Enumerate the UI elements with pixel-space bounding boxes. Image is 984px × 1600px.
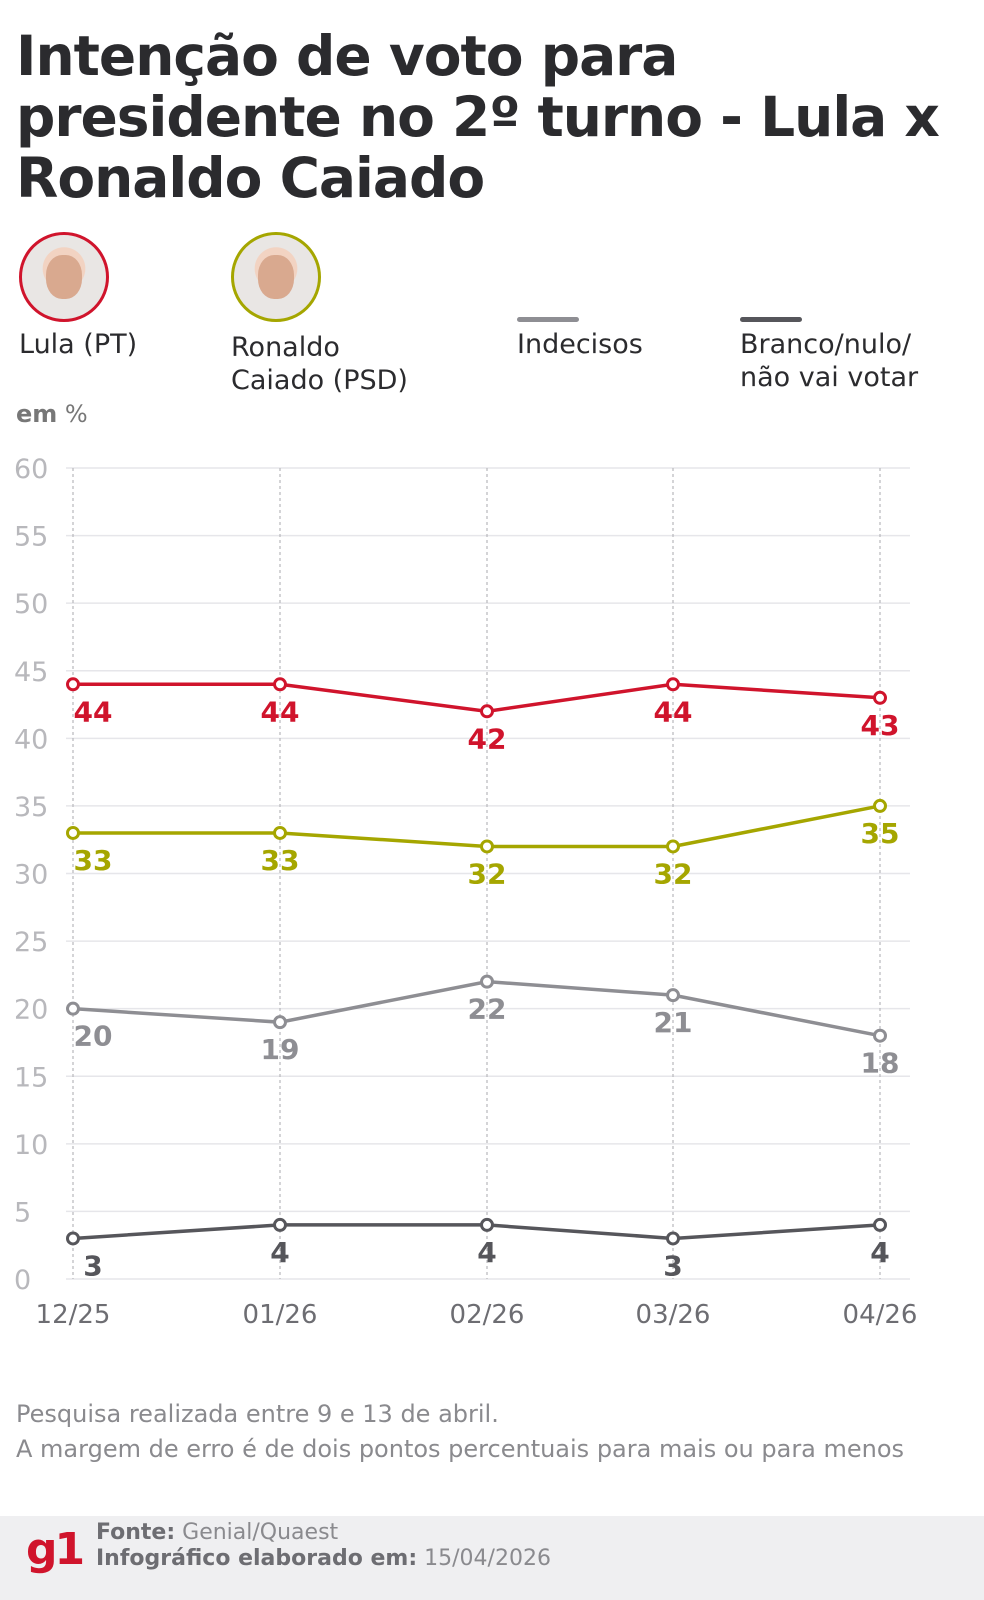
- data-point: [480, 704, 494, 719]
- data-point: [666, 988, 680, 1003]
- data-label: 4: [477, 1236, 496, 1269]
- footer: g1 Fonte: Genial/Quaest Infográfico elab…: [0, 1516, 984, 1600]
- y-tick-label: 30: [14, 860, 48, 891]
- data-point: [873, 1217, 887, 1232]
- data-label: 43: [861, 709, 900, 742]
- data-label: 20: [74, 1020, 113, 1053]
- series-line: [73, 682, 881, 714]
- x-tick-label: 12/25: [36, 1300, 111, 1330]
- data-point: [273, 677, 287, 692]
- data-label: 21: [654, 1006, 693, 1039]
- data-label: 3: [663, 1249, 682, 1282]
- y-tick-label: 5: [14, 1197, 31, 1228]
- y-tick-label: 40: [14, 724, 48, 755]
- data-label: 3: [83, 1249, 102, 1282]
- data-label: 44: [261, 695, 300, 728]
- data-label: 33: [261, 844, 300, 877]
- chart-title: Intenção de voto para presidente no 2º t…: [16, 24, 940, 210]
- note-margin: A margem de erro é de dois pontos percen…: [16, 1435, 905, 1463]
- y-tick-label: 25: [14, 927, 48, 958]
- y-tick-label: 45: [14, 657, 48, 688]
- data-point: [480, 839, 494, 854]
- data-point: [480, 974, 494, 989]
- y-tick-label: 0: [14, 1265, 31, 1296]
- legend-indecisos: Indecisos: [517, 329, 643, 360]
- caiado-photo: [231, 232, 321, 322]
- data-point: [666, 1231, 680, 1246]
- lula-photo: [19, 232, 109, 322]
- line-chart: 0 5 10 15 20 25 30 35 40 45 50 55 60 12/25 01/26 02/26 0…: [14, 454, 918, 1330]
- data-label: 44: [654, 695, 693, 728]
- data-point: [273, 1015, 287, 1030]
- data-point: [480, 1217, 494, 1232]
- y-tick-label: 20: [14, 995, 48, 1026]
- data-point: [666, 839, 680, 854]
- data-label: 33: [74, 844, 113, 877]
- data-point: [273, 825, 287, 840]
- data-point: [666, 677, 680, 692]
- data-label: 18: [861, 1047, 900, 1080]
- x-tick-label: 02/26: [450, 1300, 525, 1330]
- y-tick-label: 10: [14, 1130, 48, 1161]
- data-point: [66, 1231, 80, 1246]
- source-line: Fonte: Genial/Quaest: [96, 1520, 339, 1545]
- note-period: Pesquisa realizada entre 9 e 13 de abril…: [16, 1400, 499, 1428]
- y-tick-label: 55: [14, 522, 48, 553]
- data-label: 44: [74, 695, 113, 728]
- data-label: 32: [654, 857, 693, 890]
- data-label: 4: [870, 1236, 889, 1269]
- data-point: [66, 825, 80, 840]
- made-line: Infográfico elaborado em: 15/04/2026: [96, 1546, 551, 1571]
- data-point: [66, 677, 80, 692]
- g1-logo: g1: [26, 1524, 85, 1575]
- data-point: [873, 690, 887, 705]
- x-tick-label: 01/26: [243, 1300, 318, 1330]
- data-label: 35: [861, 817, 900, 850]
- legend-caiado: Ronaldo Caiado (PSD): [231, 332, 408, 396]
- legend-branco: Branco/nulo/ não vai votar: [740, 329, 919, 393]
- legend-lula: Lula (PT): [19, 329, 138, 360]
- x-tick-label: 04/26: [843, 1300, 918, 1330]
- data-label: 4: [270, 1236, 289, 1269]
- data-point: [273, 1217, 287, 1232]
- data-point: [66, 1001, 80, 1016]
- data-point: [873, 1028, 887, 1043]
- y-tick-label: 60: [14, 454, 48, 485]
- data-label: 42: [468, 722, 507, 755]
- legend-branco-swatch: [740, 317, 802, 322]
- data-label: 22: [468, 993, 507, 1026]
- unit-label: em %: [16, 400, 88, 428]
- x-tick-label: 03/26: [636, 1300, 711, 1330]
- y-tick-label: 35: [14, 792, 48, 823]
- y-tick-label: 50: [14, 589, 48, 620]
- data-label: 32: [468, 857, 507, 890]
- y-tick-label: 15: [14, 1062, 48, 1093]
- data-point: [873, 798, 887, 813]
- data-label: 19: [261, 1033, 300, 1066]
- legend-indecisos-swatch: [517, 317, 579, 322]
- series-line: [73, 804, 881, 849]
